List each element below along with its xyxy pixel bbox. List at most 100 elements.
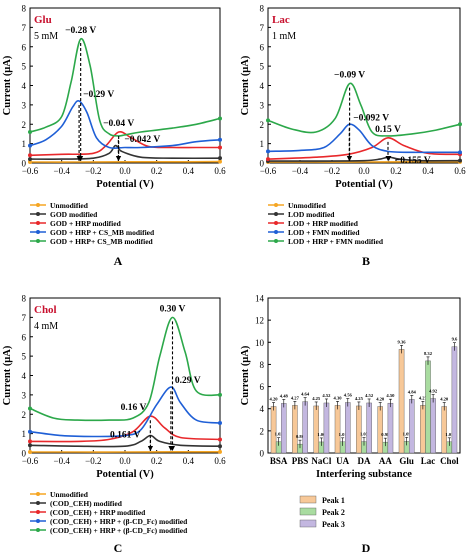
series-marker: [28, 429, 32, 434]
plot-frame: [267, 7, 461, 164]
x-tick-label: 0.6: [214, 166, 226, 176]
series-line-4: [267, 82, 461, 137]
series-marker: [218, 437, 222, 442]
peak-label: −0.29 V: [83, 90, 114, 100]
bar-value-label: 4.20: [376, 397, 385, 402]
peak-label: −0.04 V: [103, 119, 134, 129]
x-axis-label: Potential (V): [96, 179, 154, 190]
x-tick-label: −0.2: [85, 456, 101, 466]
legend-label: (COD_CEH) + HRP + (β-CD_Fc) modified: [50, 517, 188, 526]
y-tick-label: 5: [22, 62, 27, 72]
legend-swatch: [299, 519, 317, 528]
y-tick-label: 3: [22, 390, 27, 400]
series-marker: [218, 392, 222, 397]
peak-label: −0.042 V: [124, 135, 160, 145]
bar: [334, 405, 341, 454]
legend-marker: [36, 501, 40, 505]
bar: [425, 360, 431, 454]
x-tick-label: 0.6: [214, 456, 226, 466]
x-tick-label: AA: [379, 456, 392, 466]
y-tick-label: 7: [22, 313, 27, 323]
y-tick-label: 3: [22, 100, 27, 110]
legend-marker: [274, 239, 278, 243]
legend-label: LOD + HRP + FMN modified: [288, 237, 384, 246]
legend-marker: [36, 230, 40, 234]
series-marker: [28, 406, 32, 411]
peak-label: 0.161 V: [110, 431, 141, 441]
y-tick-label: 4: [260, 81, 265, 91]
series-line-1: [29, 434, 221, 448]
y-tick-label: 6: [260, 42, 265, 52]
bar-value-label: 4.64: [301, 392, 310, 397]
bar-value-label: 4.20: [270, 397, 279, 402]
bar: [323, 402, 330, 454]
panel-concentration: 5 mM: [34, 31, 58, 42]
legend-marker: [274, 203, 278, 207]
x-tick-label: −0.4: [54, 456, 71, 466]
series-line-3: [29, 386, 221, 438]
series-marker: [458, 150, 462, 155]
peak-arrow: [386, 156, 392, 161]
panel-title: Lac: [272, 14, 290, 26]
y-tick-label: 10: [255, 338, 265, 348]
y-tick-label: 0: [260, 449, 265, 459]
x-axis-label: Potential (V): [335, 179, 393, 190]
series-marker: [266, 149, 270, 154]
x-tick-label: Chol: [440, 456, 459, 466]
bar-value-label: 9.36: [398, 339, 407, 344]
panel-letter: A: [114, 254, 123, 268]
legend-label: (COD_CEH) + HRP modified: [50, 508, 146, 517]
x-tick-label: 0.0: [119, 456, 131, 466]
series-marker: [218, 449, 222, 454]
bar-value-label: 4.92: [429, 389, 438, 394]
legend-marker: [274, 221, 278, 225]
panel-title: Chol: [34, 304, 57, 316]
series-line-2: [267, 137, 461, 160]
x-tick-label: DA: [358, 456, 371, 466]
series-marker: [28, 153, 32, 158]
peak-arrow: [346, 156, 352, 161]
series-line-2: [29, 130, 220, 157]
y-tick-label: 8: [22, 294, 27, 304]
peak-arrow: [168, 446, 174, 451]
y-tick-label: 0: [22, 449, 27, 459]
series-line-1: [29, 144, 221, 160]
legend-marker: [274, 230, 278, 234]
x-tick-label: Glu: [399, 456, 414, 466]
bar-value-label: 1.01: [445, 432, 454, 437]
series-marker: [28, 130, 32, 134]
bar-value-label: 4.52: [322, 393, 331, 398]
legend-marker: [36, 519, 40, 523]
bar: [313, 405, 319, 454]
peak-label: −0.09 V: [334, 71, 365, 81]
bar-value-label: 1.05: [403, 431, 412, 436]
bar: [420, 405, 426, 454]
x-axis-label: Interfering substance: [316, 469, 412, 480]
y-tick-label: 6: [22, 332, 27, 342]
y-tick-label: 8: [260, 360, 265, 370]
legend-label: GOD + HRP modified: [50, 219, 122, 228]
legend-marker: [36, 221, 40, 225]
series-marker: [218, 145, 222, 150]
legend-label: Unmodified: [50, 201, 89, 210]
series-marker: [218, 156, 222, 161]
bar: [270, 406, 277, 454]
chart-panel-C: 0 1 2 3 4 5 6 7 8 −0.6 −0.4 −0.2 0.0 0.2 0.4 0.6 Potenti…: [2, 294, 226, 556]
x-tick-label: −0.6: [22, 456, 39, 466]
panel-concentration: 1 mM: [272, 31, 296, 42]
series-marker: [458, 122, 462, 127]
bar-value-label: 1.00: [317, 432, 326, 437]
legend-label: GOD + HRP + CS_MB modified: [50, 228, 155, 237]
y-tick-label: 7: [260, 23, 265, 33]
bar-value-label: 4.25: [312, 396, 321, 401]
y-tick-label: 12: [255, 316, 264, 326]
y-tick-label: 5: [260, 62, 265, 72]
panel-concentration: 4 mM: [34, 321, 58, 332]
legend-swatch: [299, 507, 317, 516]
series-marker: [266, 118, 270, 123]
x-axis-label: Potential (V): [96, 469, 154, 480]
y-tick-label: 8: [22, 4, 27, 14]
legend-label: Peak 2: [322, 508, 345, 517]
y-tick-label: 2: [22, 410, 27, 420]
